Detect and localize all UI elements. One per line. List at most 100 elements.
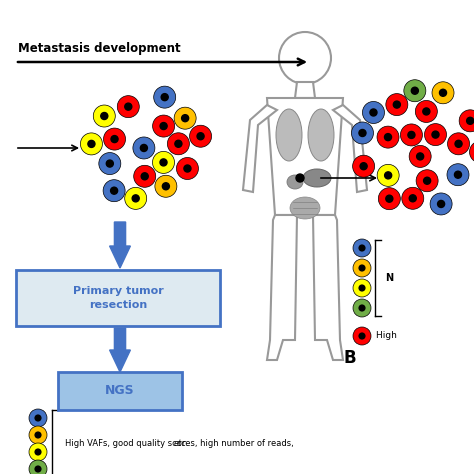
- Polygon shape: [267, 98, 343, 215]
- Circle shape: [353, 239, 371, 257]
- Polygon shape: [243, 105, 277, 192]
- Circle shape: [140, 145, 147, 152]
- Circle shape: [81, 133, 102, 155]
- Circle shape: [35, 449, 41, 455]
- Circle shape: [447, 164, 469, 186]
- Text: NGS: NGS: [105, 384, 135, 398]
- Polygon shape: [333, 105, 367, 192]
- Circle shape: [154, 86, 176, 108]
- Circle shape: [153, 115, 174, 137]
- Circle shape: [401, 124, 422, 146]
- Text: High: High: [376, 331, 400, 340]
- Circle shape: [184, 165, 191, 172]
- Ellipse shape: [308, 109, 334, 161]
- Circle shape: [384, 172, 392, 179]
- Circle shape: [359, 265, 365, 271]
- Circle shape: [106, 160, 113, 167]
- Circle shape: [88, 140, 95, 147]
- Circle shape: [351, 122, 374, 144]
- Circle shape: [161, 94, 168, 100]
- Circle shape: [360, 163, 367, 170]
- Circle shape: [359, 245, 365, 251]
- Circle shape: [378, 188, 401, 210]
- Circle shape: [35, 415, 41, 421]
- FancyBboxPatch shape: [16, 270, 220, 326]
- Circle shape: [377, 164, 399, 186]
- Circle shape: [416, 170, 438, 191]
- Circle shape: [386, 195, 393, 202]
- Circle shape: [423, 108, 430, 115]
- Text: High VAFs, good quality scores, high number of reads,: High VAFs, good quality scores, high num…: [65, 438, 296, 447]
- Circle shape: [409, 195, 416, 202]
- Circle shape: [409, 146, 431, 167]
- Circle shape: [377, 126, 399, 148]
- Circle shape: [35, 432, 41, 438]
- Circle shape: [393, 101, 401, 108]
- Circle shape: [132, 195, 139, 202]
- Circle shape: [175, 140, 182, 147]
- Circle shape: [167, 133, 190, 155]
- Circle shape: [160, 123, 167, 129]
- Circle shape: [29, 426, 47, 444]
- Circle shape: [370, 109, 377, 116]
- Circle shape: [459, 110, 474, 132]
- Circle shape: [103, 180, 125, 201]
- Text: etc.: etc.: [173, 438, 189, 447]
- Text: N: N: [385, 273, 393, 283]
- Circle shape: [101, 112, 108, 119]
- Text: Metastasis development: Metastasis development: [18, 42, 181, 55]
- Circle shape: [176, 157, 199, 180]
- Circle shape: [125, 187, 146, 210]
- Circle shape: [353, 299, 371, 317]
- Circle shape: [384, 134, 392, 141]
- Circle shape: [386, 93, 408, 116]
- Circle shape: [359, 285, 365, 291]
- Circle shape: [408, 131, 415, 138]
- Circle shape: [110, 187, 118, 194]
- Circle shape: [197, 133, 204, 140]
- Circle shape: [353, 279, 371, 297]
- Circle shape: [359, 333, 365, 339]
- Circle shape: [455, 171, 462, 178]
- Circle shape: [296, 174, 304, 182]
- Polygon shape: [313, 215, 343, 360]
- Circle shape: [402, 187, 424, 210]
- Circle shape: [160, 159, 167, 166]
- FancyArrow shape: [109, 328, 130, 372]
- Circle shape: [29, 409, 47, 427]
- Ellipse shape: [303, 169, 331, 187]
- Circle shape: [35, 466, 41, 472]
- Circle shape: [430, 193, 452, 215]
- Circle shape: [190, 125, 211, 147]
- Circle shape: [432, 131, 439, 138]
- FancyBboxPatch shape: [58, 372, 182, 410]
- Circle shape: [455, 140, 462, 147]
- Circle shape: [470, 141, 474, 163]
- Circle shape: [359, 129, 366, 137]
- Circle shape: [353, 327, 371, 345]
- Circle shape: [425, 124, 447, 146]
- Circle shape: [133, 137, 155, 159]
- Circle shape: [29, 460, 47, 474]
- Circle shape: [153, 151, 174, 173]
- Circle shape: [438, 201, 445, 208]
- Polygon shape: [267, 215, 297, 360]
- Circle shape: [353, 259, 371, 277]
- Circle shape: [155, 175, 177, 197]
- Circle shape: [125, 103, 132, 110]
- Circle shape: [359, 305, 365, 311]
- Circle shape: [93, 105, 115, 127]
- Text: B: B: [344, 349, 356, 367]
- Circle shape: [353, 155, 374, 177]
- Circle shape: [411, 87, 419, 94]
- Circle shape: [134, 165, 155, 187]
- Ellipse shape: [287, 175, 303, 189]
- Circle shape: [141, 173, 148, 180]
- Circle shape: [447, 133, 470, 155]
- Circle shape: [111, 136, 118, 143]
- Text: Primary tumor
resection: Primary tumor resection: [73, 286, 164, 310]
- Circle shape: [363, 101, 384, 124]
- Circle shape: [29, 443, 47, 461]
- Circle shape: [466, 117, 474, 124]
- Circle shape: [163, 183, 169, 190]
